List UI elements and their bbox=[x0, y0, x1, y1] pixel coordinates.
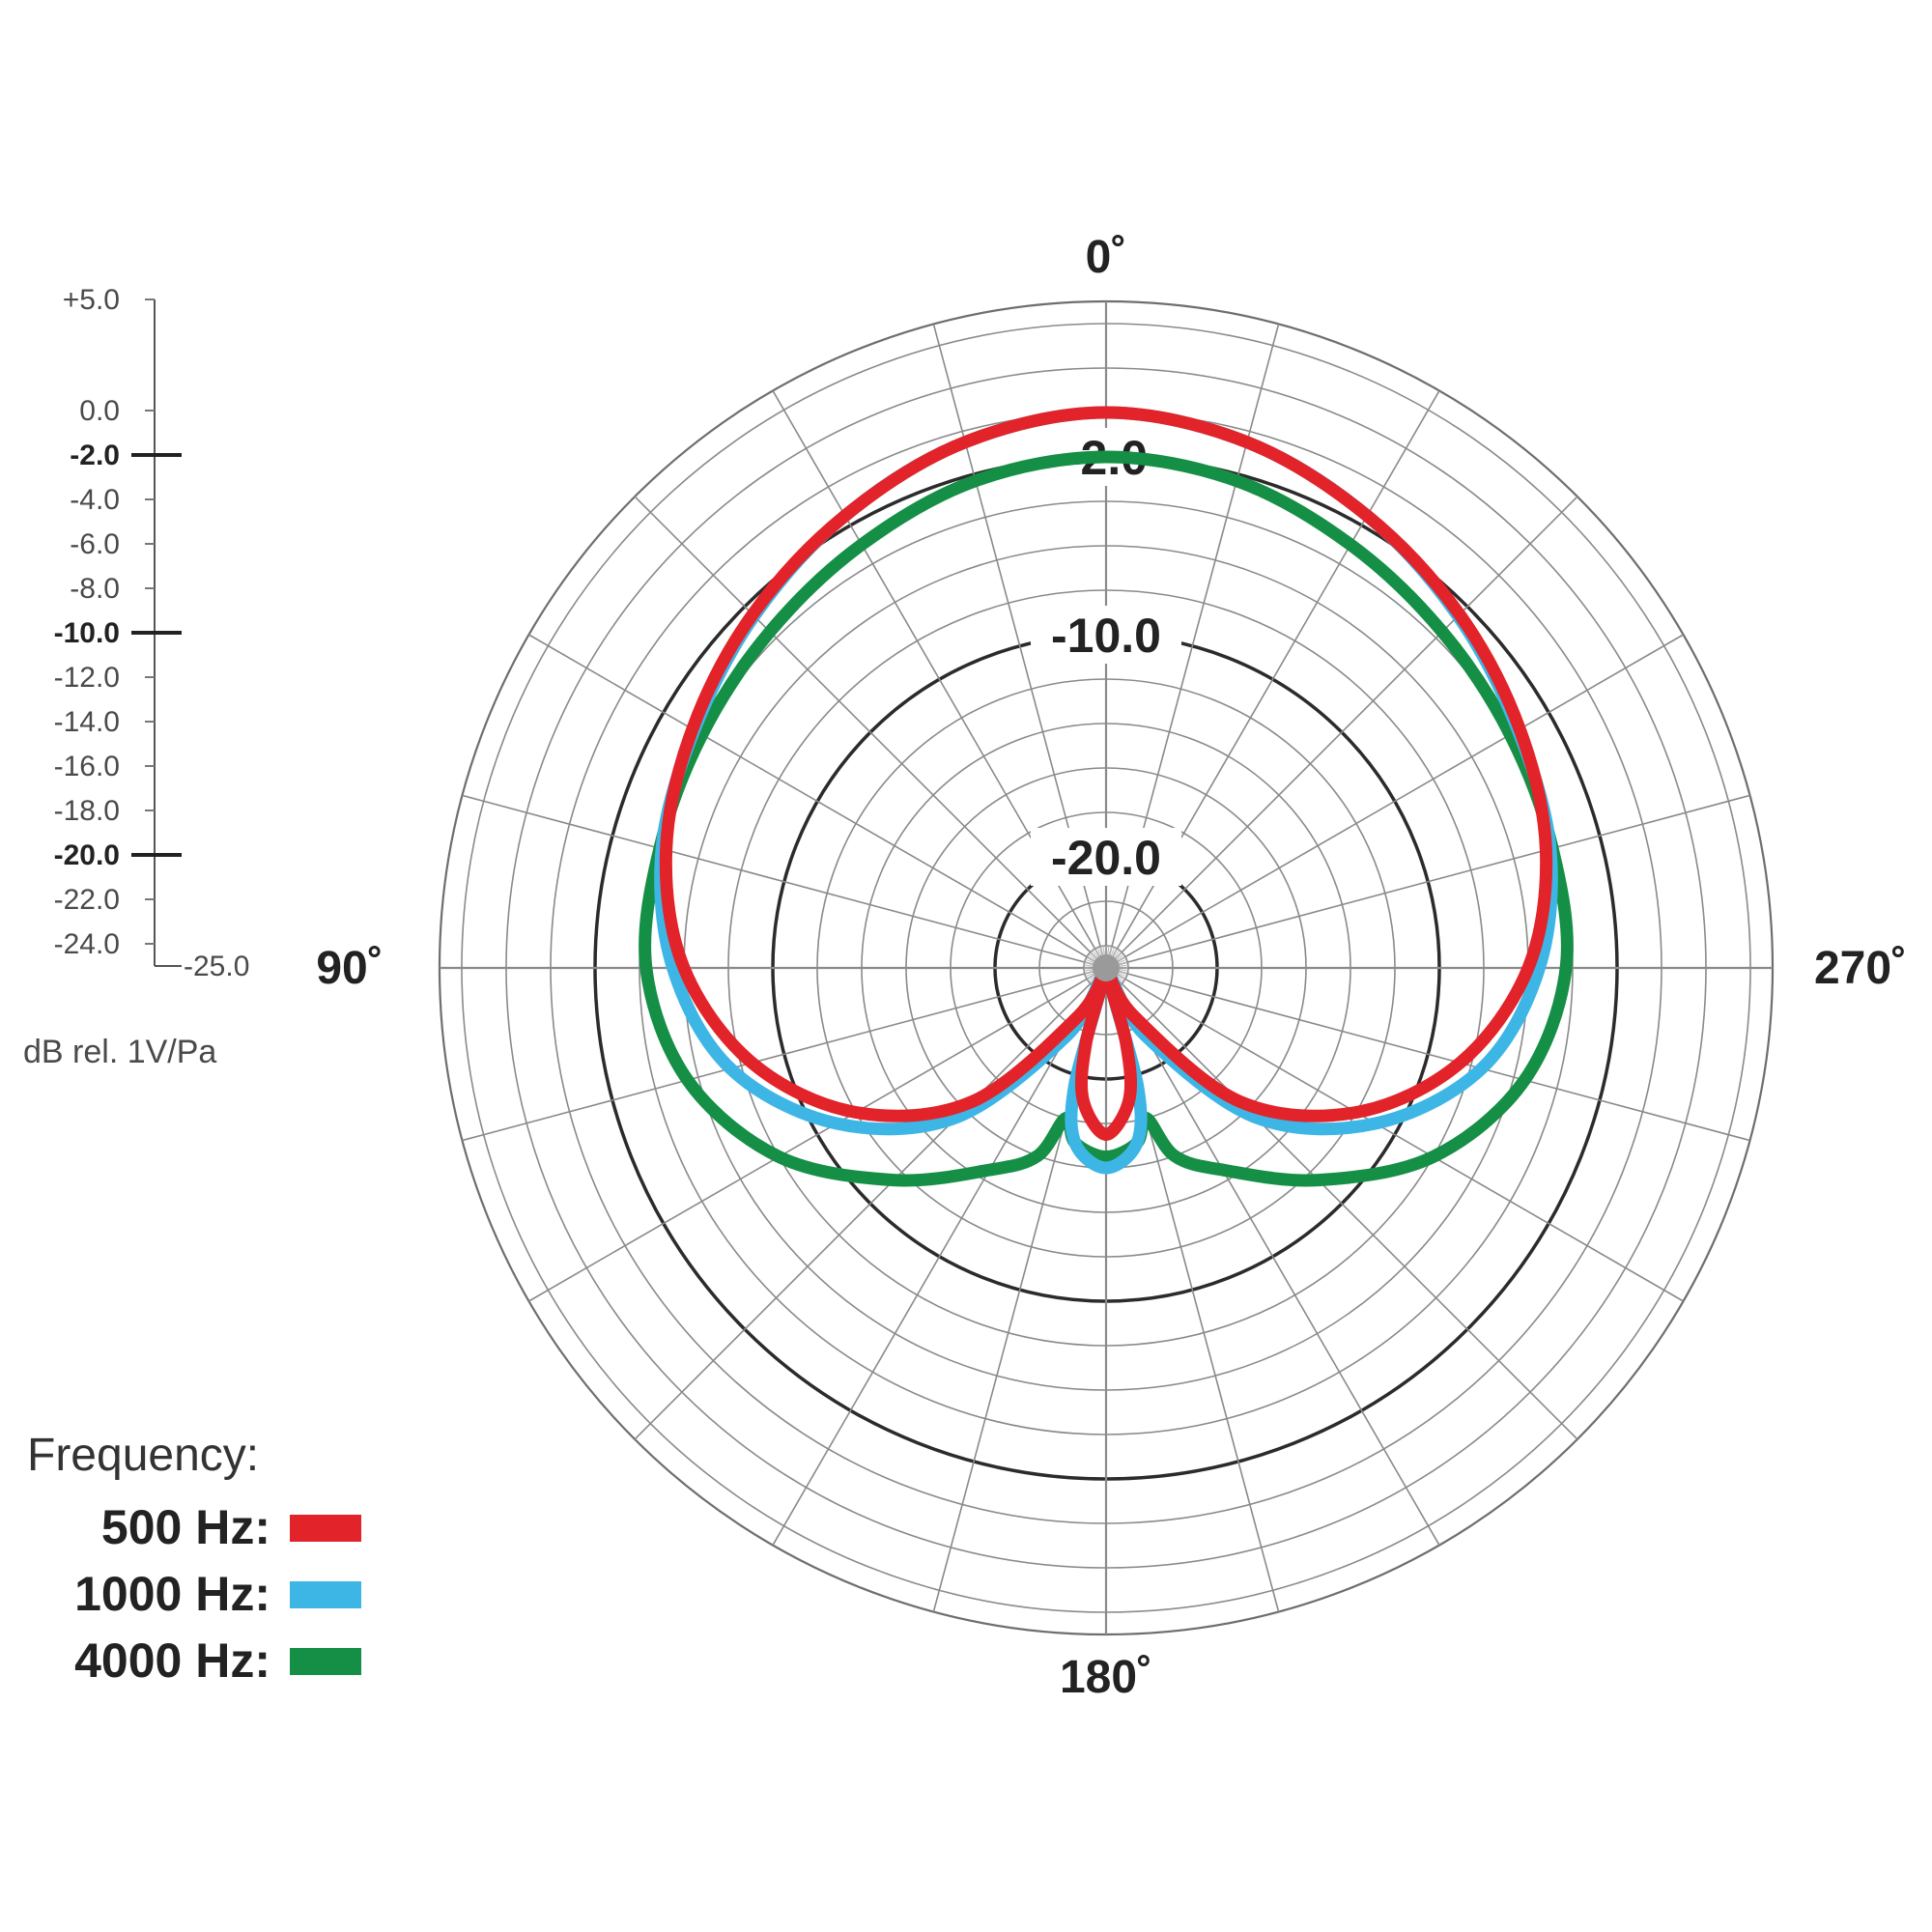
scale-tick-label: -16.0 bbox=[54, 751, 120, 782]
angle-label-270: 270˚ bbox=[1814, 943, 1907, 994]
scale-tick-label: 0.0 bbox=[79, 395, 120, 427]
scale-tick-label: -24.0 bbox=[54, 928, 120, 960]
scale-tick-label: -8.0 bbox=[70, 573, 120, 605]
scale-tick-label: -20.0 bbox=[54, 839, 120, 871]
angle-label-90: 90˚ bbox=[316, 943, 383, 994]
ring-label-backing bbox=[1031, 606, 1181, 664]
series-line-4000hz bbox=[639, 450, 1574, 1187]
legend-label: 4000 Hz: bbox=[74, 1634, 270, 1688]
ring-labels: -2.0-10.0-20.0 bbox=[1031, 428, 1181, 886]
scale-tick-label: -4.0 bbox=[70, 484, 120, 516]
scale-tick-label: -25.0 bbox=[184, 951, 249, 982]
angle-label-180: 180˚ bbox=[1060, 1652, 1152, 1703]
scale-tick-label: -14.0 bbox=[54, 706, 120, 738]
scale-tick-label: -10.0 bbox=[54, 617, 120, 649]
angle-labels: 0˚ 90˚ 270˚ 180˚ bbox=[316, 232, 1907, 1703]
scale-tick-label: -22.0 bbox=[54, 884, 120, 916]
db-scale: +5.0 0.0 -2.0 -4.0 -6.0 -8.0 -10.0 -12.0 -14.0 -1… bbox=[54, 284, 250, 982]
scale-tick-label: -18.0 bbox=[54, 795, 120, 827]
scale-tick-label: -2.0 bbox=[70, 440, 120, 471]
scale-tick-label: +5.0 bbox=[63, 284, 120, 316]
angle-label-0: 0˚ bbox=[1086, 232, 1127, 283]
ring-label-backing bbox=[1031, 828, 1181, 886]
center-hub bbox=[1093, 954, 1120, 981]
ring-label: -10.0 bbox=[1051, 609, 1161, 663]
legend-label: 1000 Hz: bbox=[74, 1567, 270, 1621]
legend-title: Frequency: bbox=[27, 1430, 259, 1481]
ring-label: -20.0 bbox=[1051, 831, 1161, 885]
db-unit-label: dB rel. 1V/Pa bbox=[23, 1034, 216, 1070]
scale-tick-label: -6.0 bbox=[70, 528, 120, 560]
legend-swatch bbox=[290, 1648, 361, 1675]
legend-label: 500 Hz: bbox=[101, 1500, 270, 1554]
legend-swatch bbox=[290, 1581, 361, 1608]
legend-swatch bbox=[290, 1515, 361, 1542]
series-line-500hz bbox=[659, 406, 1553, 1141]
legend: Frequency: 500 Hz: 1000 Hz: 4000 Hz: bbox=[27, 1430, 361, 1688]
series-lines bbox=[639, 406, 1574, 1187]
scale-tick-label: -12.0 bbox=[54, 662, 120, 694]
